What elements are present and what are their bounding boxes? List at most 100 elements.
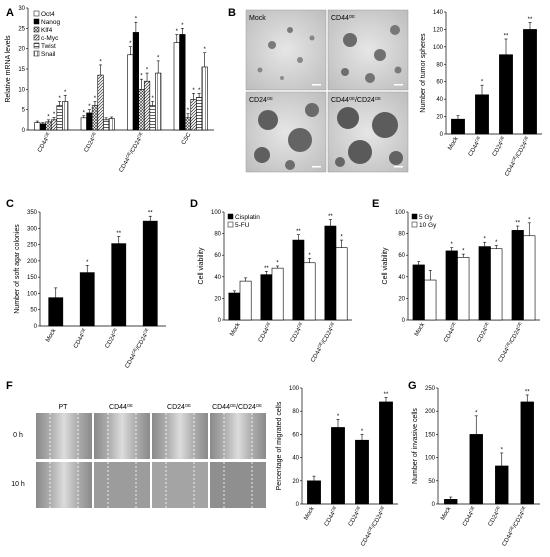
- chart-e-legend-swatch-10-gy: [411, 221, 418, 228]
- chart-f-significance-mark: **: [384, 392, 389, 398]
- chart-g-ytick-label: 150: [425, 432, 436, 438]
- chart-d-legend-label-5-fu: 5-FU: [235, 222, 250, 229]
- chart-g-category-label: CD44OE: [460, 505, 478, 528]
- chart-e-bar-10-gy-cd44oe: [457, 257, 470, 321]
- chart-g-category-label: CD24OE: [485, 505, 503, 528]
- chart-g-category-label: Mock: [440, 505, 453, 521]
- chart-c-significance-mark: *: [86, 260, 89, 266]
- chart-a-category-label: CD44OE: [35, 131, 53, 154]
- chart-d-significance-mark: *: [340, 235, 343, 241]
- wound-img-cd44oe-cd24oe-10h: [210, 462, 266, 508]
- chart-e-category-label: CD24OE: [474, 321, 492, 344]
- chart-c-category-label: CD44OE: [71, 327, 89, 350]
- chart-d-bar-5-fu-cd44oe-cd24oe: [335, 247, 348, 321]
- chart-a-bar-snail-csc: [201, 66, 208, 131]
- chart-g-significance-mark: **: [525, 389, 530, 395]
- chart-a-ytick-label: 20: [18, 47, 25, 53]
- wound-img-cd24oe-0h: [152, 413, 208, 459]
- chart-e-ytick-label: 80: [398, 232, 405, 238]
- micrograph-cd44oe: CD44OE: [327, 9, 409, 91]
- wound-img-cd44oe-cd24oe-0h: [210, 413, 266, 459]
- chart-b-ytick-label: 120: [433, 27, 444, 33]
- panel-label-c: C: [6, 198, 14, 210]
- chart-a-significance-mark: *: [129, 41, 132, 47]
- chart-f-category-label: CD44OE: [322, 505, 340, 528]
- chart-a-bar-oct4-cd44oe: [34, 122, 41, 131]
- chart-d-category-label: CD24OE: [288, 321, 306, 344]
- chart-e-ytick-label: 100: [395, 210, 406, 216]
- chart-d-ytick-label: 60: [214, 253, 221, 259]
- chart-e-y-axis-label: Cell viability: [382, 247, 389, 284]
- chart-a-legend-label-c-myc: c-Myc: [41, 35, 59, 42]
- chart-a-y-axis-label: Relative mRNA levels: [5, 35, 12, 103]
- micrograph-label-cd44oe-cd24oe: CD44OE/CD24OE: [331, 96, 381, 105]
- chart-a-bar-nanog-csc: [179, 34, 186, 131]
- micrograph-label-cd44oe: CD44OE: [331, 14, 355, 23]
- chart-f-category-label: CD24OE: [346, 505, 364, 528]
- chart-e-category-label: Mock: [414, 321, 427, 337]
- chart-a-bar-klf4-cd24oe: [91, 105, 99, 131]
- chart-a-significance-mark: *: [151, 96, 154, 102]
- chart-a-significance-mark: *: [187, 108, 190, 114]
- wound-col-cd24oe: CD24OE: [167, 403, 191, 412]
- micrograph-label-mock: Mock: [249, 15, 266, 22]
- chart-a-bar-c-myc-cd44oe: [50, 119, 58, 131]
- chart-f-bar-value-cd44oe-cd24oe: [379, 401, 393, 505]
- chart-d-bar-cisplatin-mock: [228, 292, 241, 321]
- chart-f-ytick-label: 40: [292, 456, 299, 462]
- chart-d-category-label: CD44OE: [256, 321, 274, 344]
- chart-a-ytick-label: 0: [22, 128, 26, 134]
- chart-c-ytick-label: 0: [34, 324, 38, 330]
- chart-g-significance-mark: *: [475, 410, 478, 416]
- chart-f-ytick-label: 0: [296, 502, 300, 508]
- chart-a-bar-twist-csc: [196, 97, 203, 131]
- photo-grid-f: PT CD44OE CD24OE CD44OE/CD24OE 0 h 10 h: [11, 403, 266, 508]
- chart-a-significance-mark: *: [192, 88, 195, 94]
- chart-d-bar-5-fu-mock: [239, 280, 252, 321]
- chart-e-ytick-label: 20: [398, 296, 405, 302]
- chart-a-category-label: CD24OE: [81, 131, 99, 154]
- chart-b-ytick-label: 100: [433, 45, 444, 51]
- chart-d-bar-cisplatin-cd44oe-cd24oe: [324, 225, 337, 321]
- chart-b-ytick-label: 60: [436, 80, 443, 86]
- chart-a-ytick-label: 15: [18, 67, 25, 73]
- chart-e-legend-swatch-5-gy: [411, 213, 418, 220]
- chart-a-bar-twist-cd44oe-cd24oe: [149, 105, 156, 131]
- chart-a-significance-mark: *: [83, 110, 86, 116]
- chart-a-legend-swatch-twist: [33, 42, 40, 49]
- chart-g-invasion: 0 50 100 150 200 250 Number of invasive cells M…: [412, 386, 540, 548]
- chart-a-ytick-label: 25: [18, 26, 25, 32]
- chart-d-bar-5-fu-cd24oe: [303, 262, 316, 321]
- wound-img-cd44oe-0h: [94, 413, 150, 459]
- chart-a-bar-c-myc-cd24oe: [97, 74, 104, 131]
- panel-label-b: B: [228, 7, 236, 19]
- chart-b-bar-value-cd44oe: [475, 94, 489, 135]
- chart-e-bar-5-gy-mock: [412, 264, 425, 321]
- chart-g-ytick-label: 0: [432, 502, 436, 508]
- chart-d-legend-swatch-5-fu: [227, 221, 234, 228]
- chart-d-ytick-label: 40: [214, 275, 221, 281]
- chart-c-bar-value-mock: [48, 297, 64, 327]
- wound-col-cd44oe-cd24oe: CD44OE/CD24OE: [212, 403, 262, 412]
- chart-a-significance-mark: *: [181, 23, 184, 29]
- chart-e-significance-mark: *: [462, 249, 465, 255]
- chart-c-ytick-label: 150: [27, 275, 38, 281]
- chart-e-category-label: CD44OE: [441, 321, 459, 344]
- chart-b-ytick-label: 20: [436, 115, 443, 121]
- chart-a-significance-mark: *: [146, 68, 149, 74]
- chart-e-significance-mark: *: [495, 240, 498, 246]
- chart-a-significance-mark: *: [198, 88, 201, 94]
- chart-a-significance-mark: *: [58, 96, 61, 102]
- chart-c-y-axis-label: Number of soft agar colonies: [14, 224, 21, 314]
- chart-e-significance-mark: *: [528, 217, 531, 223]
- chart-e-bar-5-gy-cd24oe: [478, 246, 491, 321]
- chart-g-category-label: CD44OE/CD24OE: [499, 505, 529, 548]
- chart-a-legend-swatch-c-myc: [33, 34, 40, 41]
- chart-a-significance-mark: *: [99, 59, 102, 65]
- chart-b-y-axis-label: Number of tumor spheres: [420, 33, 427, 113]
- chart-d-significance-mark: **: [296, 229, 301, 235]
- chart-b-category-label: CD44OE/CD24OE: [502, 135, 532, 178]
- chart-g-ytick-label: 100: [425, 456, 436, 462]
